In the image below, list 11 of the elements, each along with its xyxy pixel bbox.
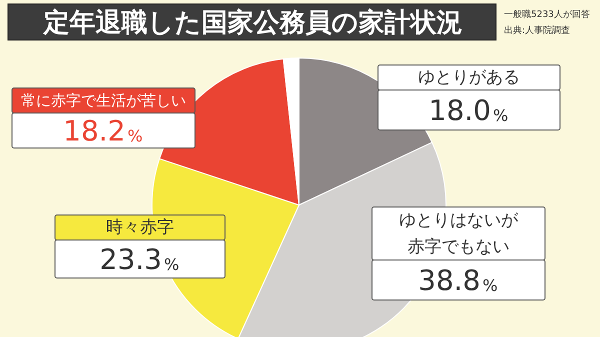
data-label: 23.3%: [100, 243, 180, 276]
data-label: 38.8%: [418, 264, 498, 297]
slice-label: ゆとりはないが赤字でもない: [399, 210, 519, 257]
chart-title: 定年退職した国家公務員の家計状況: [42, 8, 462, 38]
slice-label: ゆとりがある: [418, 68, 520, 88]
slice-label: 常に赤字で生活が苦しい: [21, 92, 186, 110]
data-label: 18.0%: [428, 94, 508, 127]
source-note: 出典:人事院調査: [504, 25, 570, 36]
slice-label: 時々赤字: [106, 218, 174, 238]
data-label: 18.2%: [63, 114, 143, 148]
text: 一般職5233人が回答: [504, 9, 590, 20]
